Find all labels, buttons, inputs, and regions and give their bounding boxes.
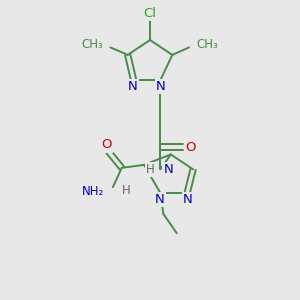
Text: N: N — [156, 80, 166, 93]
Text: H: H — [122, 184, 130, 196]
Text: N: N — [183, 193, 193, 206]
Text: N: N — [164, 163, 173, 176]
Text: NH₂: NH₂ — [82, 185, 104, 198]
Text: Cl: Cl — [143, 7, 157, 20]
Text: O: O — [102, 138, 112, 152]
Text: CH₃: CH₃ — [82, 38, 103, 51]
Text: N: N — [128, 80, 138, 93]
Text: O: O — [185, 140, 195, 154]
Text: CH₃: CH₃ — [196, 38, 218, 51]
Text: N: N — [155, 193, 165, 206]
Text: H: H — [146, 163, 155, 176]
